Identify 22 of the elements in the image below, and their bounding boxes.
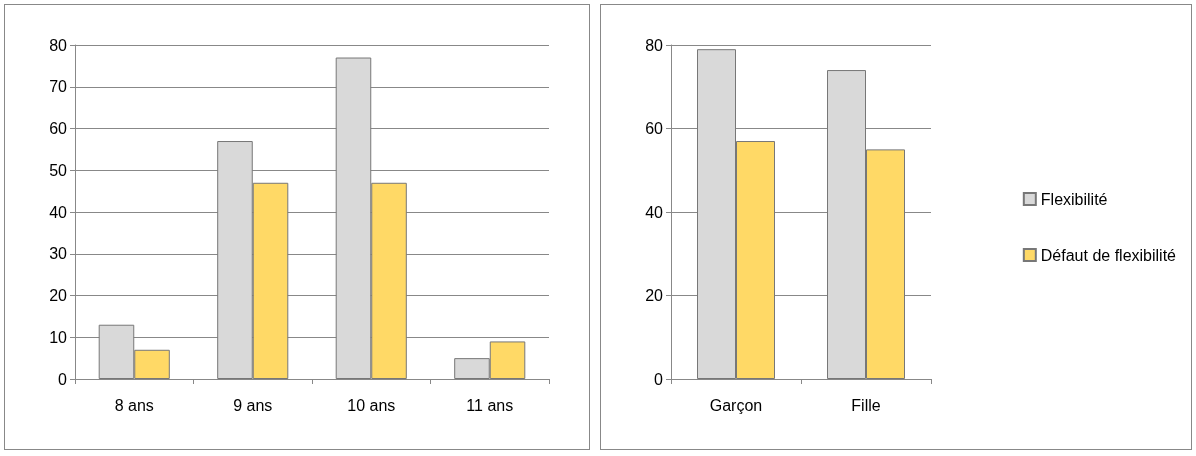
- y-tick-label: 60: [645, 120, 664, 137]
- y-tick-label: 20: [645, 287, 664, 304]
- x-tick-label: 8 ans: [114, 396, 154, 414]
- y-tick-label: 60: [49, 120, 68, 137]
- y-tick-label: 10: [49, 328, 68, 346]
- y-tick-label: 0: [654, 370, 664, 388]
- legend-label: Flexibilité: [1040, 190, 1108, 208]
- y-tick-label: 80: [645, 36, 664, 54]
- y-tick-label: 70: [49, 78, 68, 96]
- y-tick-label: 50: [49, 161, 68, 179]
- y-tick-label: 20: [49, 287, 68, 304]
- x-tick-label: 9 ans: [233, 396, 273, 414]
- x-tick-label: Fille: [851, 396, 881, 414]
- legend-label: Défaut de flexibilité: [1040, 246, 1177, 264]
- y-tick-label: 0: [58, 370, 68, 388]
- x-tick-label: 10 ans: [347, 396, 396, 414]
- y-tick-label: 40: [645, 203, 664, 221]
- y-tick-label: 80: [49, 36, 68, 54]
- x-tick-label: Garçon: [709, 396, 763, 414]
- y-tick-label: 40: [49, 203, 68, 221]
- y-tick-label: 30: [49, 245, 68, 263]
- x-tick-label: 11 ans: [466, 396, 514, 414]
